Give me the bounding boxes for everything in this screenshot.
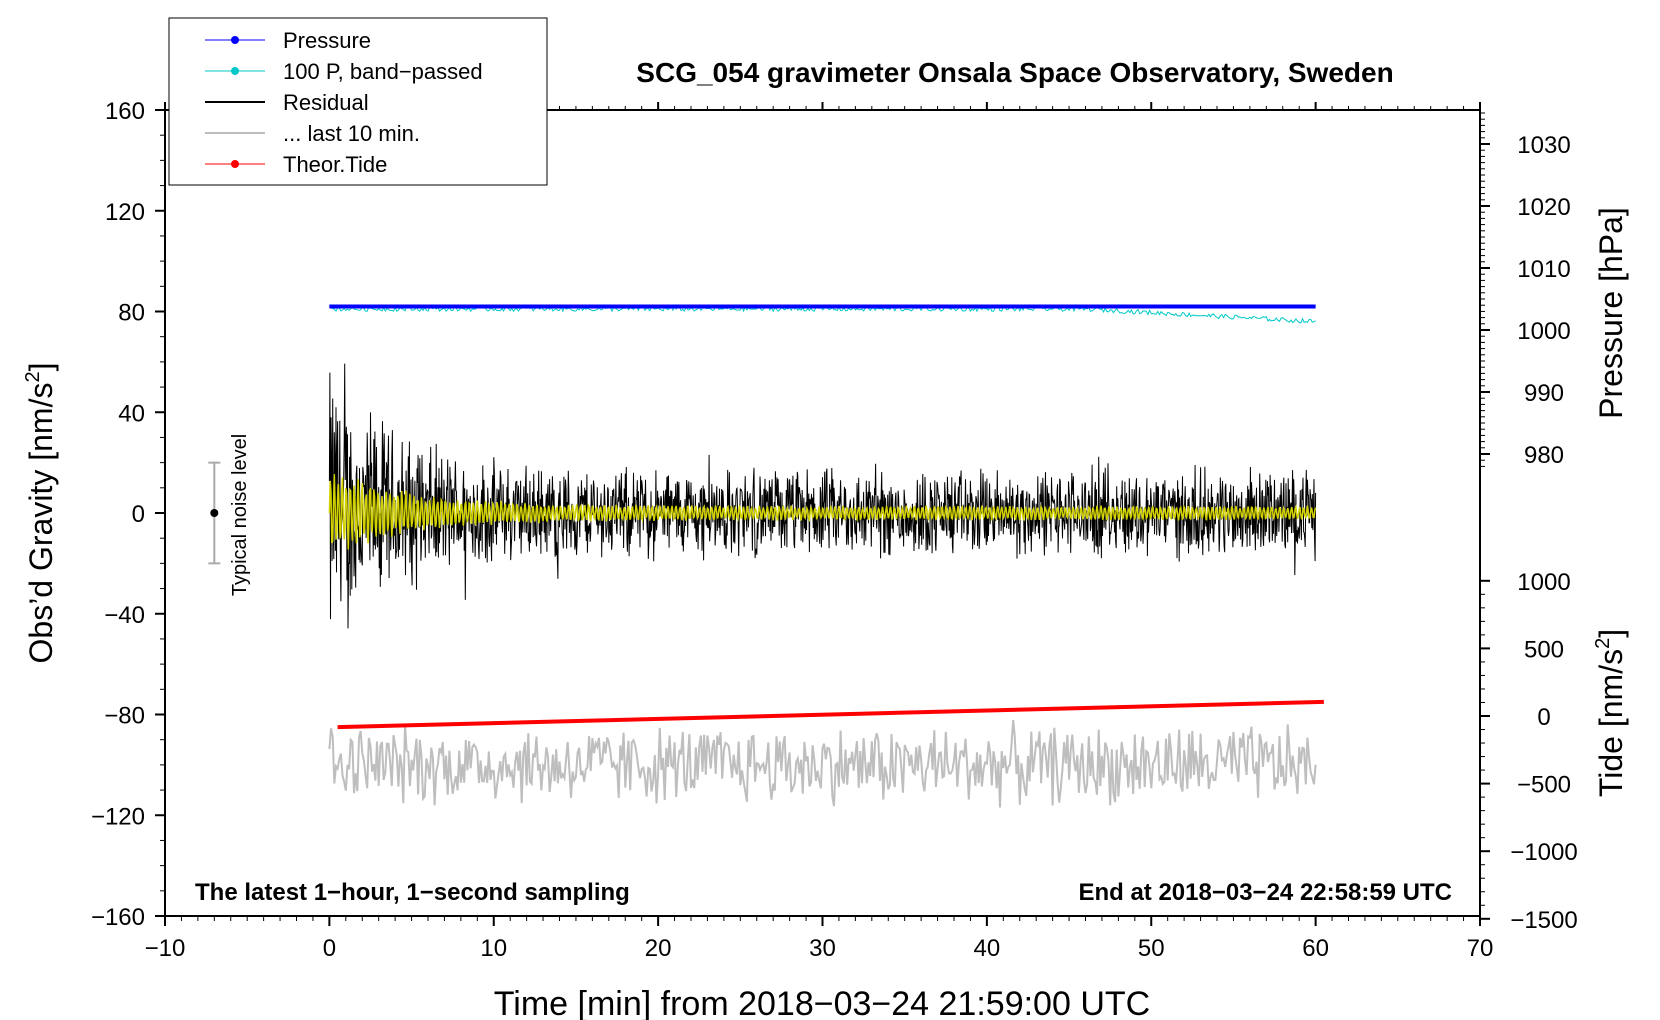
y-tick-label: 40	[118, 400, 145, 427]
last-10-min-line	[328, 720, 1317, 808]
x-tick-label: 30	[809, 935, 836, 962]
tide-axis-label: Tide [nm/s2]	[1592, 629, 1629, 797]
pressure-tick-label: 1020	[1517, 194, 1570, 221]
pressure-tick-label: 1000	[1517, 318, 1570, 345]
y-axis-pressure: 980 990 1000 1010 1020 1030	[1480, 112, 1571, 469]
pressure-axis-label: Pressure [hPa]	[1593, 207, 1629, 419]
x-tick-label: 0	[323, 935, 336, 962]
legend-label: ... last 10 min.	[283, 121, 420, 146]
pressure-tick-label: 980	[1524, 442, 1564, 469]
tide-tick-label: 0	[1537, 704, 1550, 731]
residual-line	[328, 363, 1317, 629]
note-right: End at 2018−03−24 22:58:59 UTC	[1078, 879, 1452, 906]
y-tick-label: −40	[104, 602, 145, 629]
y-tick-label: −80	[104, 703, 145, 730]
legend-swatch-marker	[231, 160, 239, 168]
noise-dot	[210, 509, 219, 517]
pressure-tick-label: 1010	[1517, 256, 1570, 283]
x-axis-label: Time [min] from 2018−03−24 21:59:00 UTC	[494, 985, 1150, 1020]
y-axis-left: −160 −120 −80 −40 0 40 80 120 160	[91, 98, 165, 931]
y-axis-tide: −1500 −1000 −500 0 500 1000	[1480, 569, 1578, 934]
noise-label: Typical noise level	[229, 434, 251, 596]
pressure-tick-label: 1030	[1517, 132, 1570, 159]
tide-tick-label: −1000	[1510, 839, 1577, 866]
y-axis-label: Obs’d Gravity [nm/s2]	[22, 363, 59, 664]
residual-smoothed-line	[328, 474, 1317, 550]
chart-title: SCG_054 gravimeter Onsala Space Observat…	[636, 57, 1393, 88]
y-tick-label: −120	[91, 803, 145, 830]
y-tick-label: 80	[118, 300, 145, 327]
x-tick-label: 40	[974, 935, 1001, 962]
tide-tick-label: 1000	[1517, 569, 1570, 596]
tide-tick-label: −500	[1517, 772, 1571, 799]
legend-swatch-marker	[231, 36, 239, 44]
series-layer	[328, 304, 1324, 808]
legend-label: Pressure	[283, 28, 371, 53]
y-tick-label: 120	[105, 199, 145, 226]
tide-tick-label: 500	[1524, 636, 1564, 663]
legend-label: Residual	[283, 90, 369, 115]
legend-swatch-marker	[231, 67, 239, 75]
tide-tick-label: −1500	[1510, 907, 1577, 934]
legend: Pressure 100 P, band−passed Residual ... la…	[168, 17, 548, 186]
x-tick-label: 10	[480, 935, 507, 962]
y-tick-label: −160	[91, 904, 145, 931]
legend-label: 100 P, band−passed	[283, 59, 483, 84]
note-left: The latest 1−hour, 1−second sampling	[195, 879, 630, 906]
x-tick-label: 70	[1467, 935, 1494, 962]
noise-indicator	[208, 461, 221, 565]
x-tick-label: 60	[1302, 935, 1329, 962]
x-tick-label: 20	[645, 935, 672, 962]
band-passed-pressure-line	[329, 305, 1316, 324]
pressure-tick-label: 990	[1524, 380, 1564, 407]
theor-tide-line	[337, 699, 1324, 730]
y-tick-label: 160	[105, 98, 145, 125]
x-tick-label: 50	[1138, 935, 1165, 962]
x-tick-label: −10	[145, 935, 186, 962]
y-tick-label: 0	[132, 501, 145, 528]
legend-label: Theor.Tide	[283, 152, 387, 177]
x-axis: −10 0 10 20 30 40 50 60 70	[145, 102, 1494, 962]
